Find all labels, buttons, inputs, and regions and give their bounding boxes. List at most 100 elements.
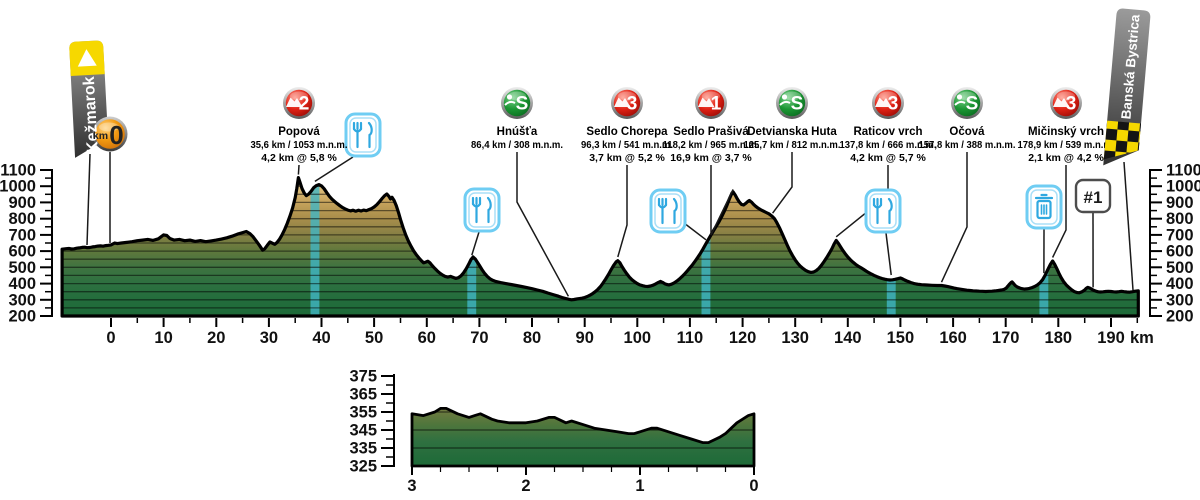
marker-name: Sedlo Chorepa: [586, 126, 668, 138]
sprint-badge-icon: S: [776, 87, 808, 119]
y-axis-right-label: 1100: [1166, 162, 1200, 180]
fork-knife-icon: [872, 197, 893, 225]
svg-text:2: 2: [299, 94, 310, 115]
start-banner-label: Kežmarok: [81, 76, 102, 153]
start-banner-leader: [86, 153, 91, 246]
start-arrow-icon: [77, 49, 97, 67]
marker-detail: 86,4 km / 308 m.n.m.: [471, 139, 563, 151]
y-axis-left-label: 1000: [0, 178, 36, 196]
svg-text:1: 1: [711, 94, 722, 115]
sprint-badge-icon: S: [951, 87, 983, 119]
svg-text:S: S: [791, 94, 804, 115]
y-axis-right-label: 500: [1166, 259, 1194, 277]
marker-name: Popová: [278, 126, 320, 138]
x-axis-label: 110: [677, 329, 704, 347]
marker-name: Očová: [949, 126, 985, 138]
y-axis-left-label: 400: [8, 275, 36, 293]
x-axis-label: 160: [939, 329, 967, 347]
waste-zone-icon: [1025, 184, 1063, 230]
marker-detail: 4,2 km @ 5,7 %: [850, 152, 926, 164]
y-axis-right-label: 600: [1166, 243, 1194, 261]
feed-zone-icon: [649, 188, 687, 234]
marker-leader: [710, 165, 734, 236]
y-axis-right-label: 1000: [1166, 178, 1200, 196]
x-axis-label: 100: [624, 329, 652, 347]
x-axis-label: 10: [154, 329, 172, 347]
x-axis-label: 0: [106, 329, 115, 347]
x-axis-label: 90: [576, 329, 594, 347]
marker-leader: [1051, 165, 1067, 258]
inset-y-label: 355: [349, 404, 377, 422]
x-axis-label: 120: [729, 329, 757, 347]
finish-box-label: #1: [1084, 188, 1103, 207]
fork-knife-icon: [657, 197, 678, 225]
inset-y-label: 335: [349, 440, 377, 458]
inset-x-label: 0: [749, 477, 758, 495]
y-axis-left-label: 300: [8, 291, 36, 309]
marker-leader: [771, 152, 793, 214]
y-axis-left-label: 700: [8, 226, 36, 244]
svg-text:3: 3: [888, 94, 899, 115]
y-axis-right-label: 900: [1166, 194, 1194, 212]
marker-name: Raticov vrch: [853, 126, 922, 138]
y-axis-left-label: 900: [8, 194, 36, 212]
marker-leader: [617, 165, 628, 258]
profile-outline: [60, 176, 1140, 318]
marker-detail: 125,7 km / 812 m.n.m.: [744, 139, 841, 151]
zone-leader: [683, 222, 707, 241]
fork-knife-icon: [352, 121, 373, 149]
x-axis-label: 130: [781, 329, 809, 347]
main-elevation-area: [60, 176, 1140, 318]
x-axis-label: 190: [1097, 329, 1125, 347]
inset-y-label: 365: [349, 386, 377, 404]
finish-banner: [1103, 8, 1151, 166]
x-axis-unit: km: [1130, 329, 1154, 347]
y-axis-right-label: 300: [1166, 291, 1194, 309]
feed-zone-icon: [864, 188, 902, 234]
marker-detail: 3,7 km @ 5,2 %: [589, 152, 665, 164]
x-axis-label: 40: [312, 329, 330, 347]
hotel-number-box: [1074, 178, 1112, 214]
marker-name: Detvianska Huta: [747, 126, 837, 138]
inset-x-label: 3: [407, 477, 416, 495]
svg-text:3: 3: [1066, 94, 1077, 115]
zone-leader: [314, 156, 354, 183]
marker-leader: [297, 164, 300, 175]
y-axis-right-label: 400: [1166, 275, 1194, 293]
climb-badge-icon: 1: [695, 87, 727, 119]
finish-banner-leader: [1123, 161, 1134, 291]
feed-zone-icon: [463, 187, 501, 233]
y-axis-right-label: 800: [1166, 210, 1194, 228]
x-axis-label: 150: [887, 329, 915, 347]
marker-detail: 35,6 km / 1053 m.n.m.: [251, 139, 348, 151]
inset-x-label: 1: [635, 477, 644, 495]
y-axis-right-label: 200: [1166, 308, 1194, 326]
inset-y-label: 345: [349, 422, 377, 440]
km0-badge: [92, 116, 128, 152]
marker-detail: 178,9 km / 539 m.n.m.: [1018, 139, 1115, 151]
x-axis-label: 70: [470, 329, 488, 347]
climb-badge-icon: 3: [1050, 87, 1082, 119]
x-axis-label: 80: [523, 329, 541, 347]
km0-prefix: km: [93, 130, 108, 142]
marker-detail: 4,2 km @ 5,8 %: [261, 152, 337, 164]
marker-name: Mičinský vrch: [1028, 126, 1104, 138]
x-axis-label: 170: [992, 329, 1020, 347]
x-axis-label: 30: [260, 329, 278, 347]
marker-detail: 2,1 km @ 4,2 %: [1028, 152, 1104, 164]
climb-badge-icon: 2: [283, 87, 315, 119]
inset-y-label: 375: [349, 368, 377, 386]
x-axis-label: 140: [834, 329, 862, 347]
climb-badge-icon: 3: [872, 87, 904, 119]
trash-icon: [1034, 193, 1054, 220]
